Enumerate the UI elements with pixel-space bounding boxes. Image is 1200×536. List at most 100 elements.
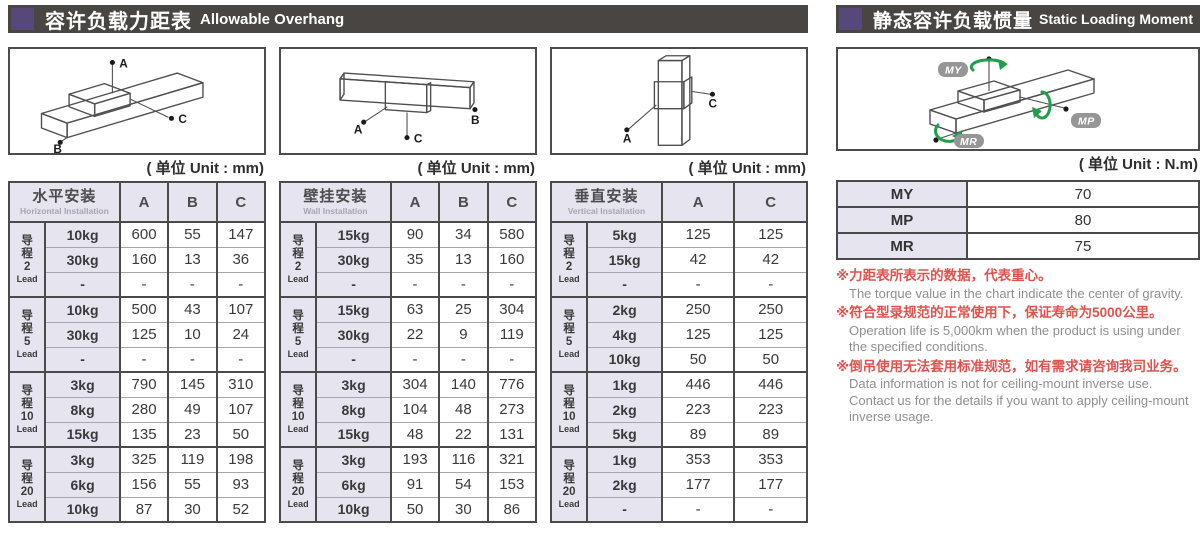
- lead-en: Lead: [16, 423, 38, 434]
- lead-number: 2: [294, 260, 302, 273]
- value-cell: 160: [486, 246, 536, 272]
- vertical-installation-diagram: A C: [623, 55, 718, 146]
- table-title-en: Vertical Installation: [567, 205, 646, 216]
- point-a-label: A: [354, 124, 363, 137]
- value-cell: 89: [733, 421, 807, 447]
- lead-zh-char: 导: [21, 460, 33, 473]
- load-cell: -: [586, 496, 662, 522]
- value-cell: 446: [733, 371, 807, 397]
- lead-cell: 导程 2 Lead: [7, 221, 46, 297]
- note-zh: ※力距表所表示的数据，代表重心。: [836, 268, 1052, 283]
- lead-zh-char: 程: [563, 248, 575, 261]
- lead-cell: 导程 2 Lead: [549, 221, 588, 297]
- value-cell: 153: [486, 471, 536, 497]
- lead-zh-char: 导: [563, 385, 575, 398]
- wall-installation-table: 壁挂安装 Wall Installation A B C 导程 2 Lead 15kg 90 34 5…: [278, 181, 537, 523]
- lead-number: 10: [20, 410, 34, 423]
- value-cell: 500: [118, 296, 169, 322]
- note-item: ※倒吊使用无法套用标准规范，如有需求请咨询我司业务。 Data informati…: [836, 358, 1200, 426]
- lead-number: 2: [565, 260, 573, 273]
- moment-label-cell: MY: [837, 180, 968, 207]
- lead-cell: 导程 20 Lead: [278, 446, 317, 522]
- value-cell: 22: [389, 321, 440, 347]
- column-header: A: [660, 182, 735, 222]
- section-title-en: Static Loading Moment: [1039, 11, 1194, 27]
- value-cell: 35: [389, 246, 440, 272]
- panel-vertical-installation: A C ( 单位 Unit : mm) 垂直安装 Vertical Install…: [549, 47, 808, 523]
- unit-label-nm: ( 单位 Unit : N.m): [1078, 156, 1198, 173]
- unit-label-mm: ( 单位 Unit : mm): [146, 160, 265, 177]
- value-cell: -: [486, 271, 536, 297]
- table-title-zh: 水平安装: [32, 188, 97, 205]
- value-cell: 125: [660, 221, 735, 247]
- value-cell: 30: [438, 496, 488, 522]
- lead-en: Lead: [558, 498, 580, 509]
- value-cell: -: [389, 346, 440, 372]
- value-cell: 310: [215, 371, 265, 397]
- load-cell: 3kg: [315, 371, 391, 397]
- value-cell: 353: [660, 446, 735, 472]
- lead-en: Lead: [558, 423, 580, 434]
- lead-zh-char: 导: [21, 235, 33, 248]
- lead-zh-char: 程: [563, 398, 575, 411]
- note-zh: ※符合型录规范的正常使用下，保证寿命为5000公里。: [836, 305, 1163, 321]
- lead-number: 5: [565, 335, 573, 348]
- value-cell: 13: [167, 246, 217, 272]
- lead-number: 20: [20, 485, 34, 498]
- load-cell: 8kg: [44, 396, 120, 422]
- value-cell: 49: [167, 396, 217, 422]
- value-cell: -: [438, 346, 488, 372]
- load-cell: 6kg: [315, 471, 391, 497]
- lead-cell: 导程 10 Lead: [549, 371, 588, 447]
- lead-cell: 导程 5 Lead: [7, 296, 46, 372]
- value-cell: -: [215, 346, 265, 372]
- moment-value-cell: 75: [967, 232, 1199, 259]
- value-cell: -: [118, 271, 169, 297]
- value-cell: 86: [486, 496, 536, 522]
- value-cell: 50: [215, 421, 265, 447]
- value-cell: 107: [215, 296, 265, 322]
- value-cell: 119: [167, 446, 217, 472]
- load-cell: 2kg: [586, 296, 662, 322]
- lead-en: Lead: [16, 498, 38, 509]
- point-b-dot: [57, 139, 63, 145]
- value-cell: 30: [167, 496, 217, 522]
- value-cell: 55: [167, 471, 217, 497]
- value-cell: -: [167, 346, 217, 372]
- value-cell: 89: [660, 421, 735, 447]
- value-cell: 140: [438, 371, 488, 397]
- lead-number: 10: [562, 410, 576, 423]
- load-cell: 10kg: [586, 346, 662, 372]
- lead-zh-char: 导: [563, 460, 575, 473]
- notes-list: ※力距表所表示的数据，代表重心。 The torque value in the …: [836, 267, 1200, 425]
- value-cell: -: [660, 271, 735, 297]
- point-a-dot: [361, 119, 367, 125]
- moment-label-cell: MP: [837, 206, 968, 233]
- panel-horizontal-installation: A C B ( 单位 Unit : mm) 水平安装 Horizontal Ins…: [7, 47, 266, 523]
- point-a-label: A: [623, 133, 632, 146]
- value-cell: 50: [660, 346, 735, 372]
- load-cell: 3kg: [44, 446, 120, 472]
- load-cell: 10kg: [44, 221, 120, 247]
- purple-accent-square: [11, 8, 34, 30]
- table-title-cell: 垂直安装 Vertical Installation: [550, 182, 662, 222]
- load-cell: 30kg: [44, 246, 120, 272]
- load-cell: 15kg: [315, 296, 391, 322]
- wall-installation-diagram: A C B: [339, 72, 480, 145]
- value-cell: 790: [118, 371, 169, 397]
- section-header-allowable-overhang: 容许负载力距表 Allowable Overhang: [8, 5, 808, 33]
- value-cell: 580: [486, 221, 536, 247]
- moment-diagram-box: MY MP MR: [836, 47, 1200, 151]
- lead-zh-char: 导: [292, 385, 304, 398]
- load-cell: 15kg: [315, 221, 391, 247]
- unit-label-mm: ( 单位 Unit : mm): [417, 160, 536, 177]
- value-cell: 23: [167, 421, 217, 447]
- lead-cell: 导程 10 Lead: [278, 371, 317, 447]
- load-cell: 6kg: [44, 471, 120, 497]
- section-title-zh: 静态容许负载惯量: [873, 10, 1034, 32]
- value-cell: 25: [438, 296, 488, 322]
- value-cell: 600: [118, 221, 169, 247]
- moment-value-cell: 80: [967, 206, 1199, 233]
- point-b-label: B: [471, 114, 480, 127]
- vertical-diagram-box: A C: [550, 47, 808, 155]
